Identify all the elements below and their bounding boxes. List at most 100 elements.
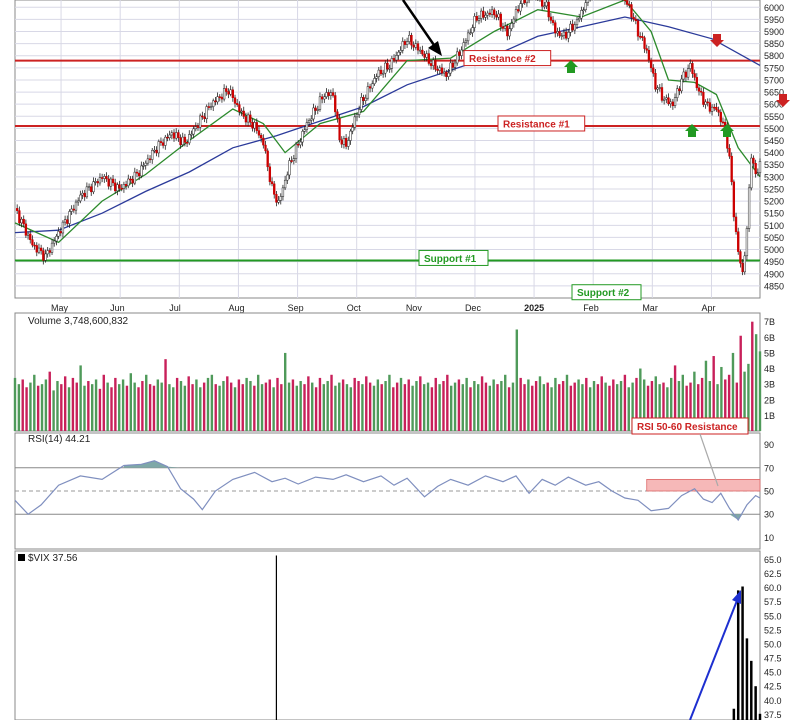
candle-body: [331, 92, 335, 96]
candle-body: [689, 63, 692, 69]
candle-body: [458, 51, 461, 56]
volume-bar: [751, 321, 754, 431]
candle-body: [673, 97, 677, 106]
vix-tick-label: 57.5: [764, 597, 782, 607]
red-down-arrow: [776, 94, 790, 107]
candle-body: [671, 101, 675, 106]
candle-body: [745, 228, 749, 257]
candle-body: [301, 131, 304, 143]
candle-body: [266, 150, 269, 168]
candle-body: [475, 16, 478, 21]
candle-body: [105, 176, 108, 180]
volume-bar: [195, 379, 198, 431]
candle-body: [752, 157, 755, 164]
candle-body: [721, 121, 725, 124]
volume-bar: [353, 377, 356, 431]
candle-body: [111, 178, 115, 184]
volume-bar: [500, 381, 503, 431]
vix-tick-label: 42.5: [764, 682, 782, 692]
price-tick-label: 5100: [764, 221, 784, 231]
volume-bar: [125, 385, 129, 431]
candle-body: [436, 69, 439, 71]
price-tick-label: 5950: [764, 15, 784, 25]
candle-body: [503, 25, 507, 29]
volume-bar: [600, 376, 603, 431]
volume-bar: [488, 385, 491, 431]
rsi-band-pointer: [699, 433, 719, 487]
volume-bar: [249, 381, 252, 431]
volume-bar: [700, 377, 704, 431]
candle-body: [427, 53, 431, 64]
candle-body: [680, 78, 683, 92]
volume-bar: [133, 382, 136, 431]
month-label: 2025: [524, 303, 544, 313]
candle-body: [264, 144, 267, 152]
candle-body: [545, 1, 548, 7]
candle-body: [107, 178, 110, 187]
candle-body: [756, 172, 759, 175]
candle-body: [739, 251, 742, 264]
candle-body: [61, 221, 65, 234]
volume-bar: [666, 387, 669, 431]
vix-tick-label: 45.0: [764, 668, 782, 678]
candle-body: [403, 41, 407, 45]
candle-body: [732, 181, 736, 218]
candle-body: [216, 96, 219, 103]
volume-bar: [415, 381, 418, 431]
candle-body: [251, 122, 254, 129]
candle-body: [510, 23, 513, 29]
volume-bar: [523, 384, 526, 431]
price-tick-label: 4900: [764, 269, 784, 279]
volume-bar: [334, 385, 337, 431]
volume-bar: [411, 385, 414, 431]
volume-bar: [465, 377, 468, 431]
volume-bar: [145, 374, 148, 431]
candle-body: [142, 165, 145, 167]
candle-body: [33, 244, 36, 247]
candle-body: [480, 10, 483, 19]
volume-bar: [71, 377, 75, 431]
candle-body: [329, 92, 333, 96]
volume-bar: [496, 384, 499, 431]
volume-bar: [202, 382, 206, 431]
candle-body: [499, 13, 502, 27]
volume-bar: [642, 379, 646, 431]
candle-body: [366, 86, 370, 99]
volume-bar: [141, 381, 144, 431]
candle-body: [582, 9, 585, 11]
resistance-1-label: Resistance #1: [503, 119, 570, 130]
candle-body: [514, 9, 518, 20]
volume-bar: [121, 379, 125, 431]
month-label: May: [51, 303, 69, 313]
candle-body: [238, 104, 241, 112]
volume-bar: [98, 388, 102, 431]
volume-bar: [311, 382, 314, 431]
volume-bar: [754, 334, 758, 431]
volume-bar: [349, 387, 353, 431]
volume-bar: [426, 382, 430, 431]
volume-bar: [314, 387, 318, 431]
volume-bar: [372, 385, 376, 431]
candle-body: [663, 98, 666, 101]
resistance-2-label: Resistance #2: [469, 54, 536, 65]
candle-body: [183, 136, 187, 143]
volume-bar: [326, 381, 329, 431]
rsi-tick-label: 10: [764, 533, 774, 543]
candle-body: [410, 34, 413, 46]
candle-body: [257, 130, 261, 136]
vix-legend-marker: [18, 554, 25, 561]
candle-body: [362, 97, 365, 101]
candle-body: [660, 87, 664, 101]
candle-body: [68, 211, 71, 224]
price-plot-area: [14, 0, 761, 299]
volume-bar: [172, 387, 175, 431]
volume-bar: [357, 381, 360, 431]
vix-tick-label: 47.5: [764, 654, 782, 664]
volume-bar: [118, 384, 121, 431]
candle-body: [758, 161, 762, 174]
candle-body: [408, 34, 411, 42]
candle-body: [50, 242, 54, 253]
candle-body: [344, 138, 348, 147]
month-label: Jun: [110, 303, 125, 313]
